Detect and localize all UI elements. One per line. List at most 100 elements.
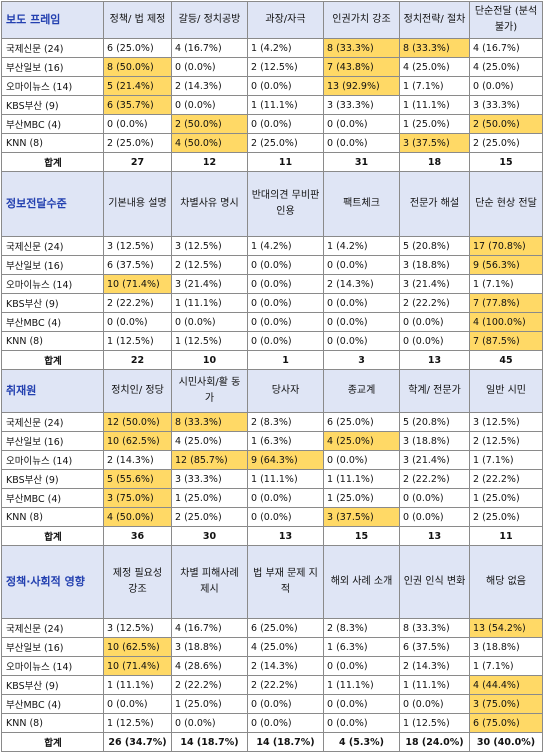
outlet-label: KBS부산 (9) — [1, 95, 104, 115]
value-cell: 1 (4.2%) — [323, 236, 400, 256]
outlet-label: KBS부산 (9) — [1, 675, 104, 695]
value-cell: 0 (0.0%) — [247, 293, 324, 313]
value-cell: 2 (22.2%) — [171, 675, 248, 695]
value-cell: 2 (14.3%) — [247, 656, 324, 676]
value-cell: 0 (0.0%) — [103, 114, 172, 134]
value-cell: 2 (14.3%) — [323, 274, 400, 294]
value-cell: 8 (33.3%) — [323, 38, 400, 58]
value-cell: 0 (0.0%) — [171, 57, 248, 77]
outlet-label: KNN (8) — [1, 507, 104, 527]
value-cell: 1 (11.1%) — [323, 469, 400, 489]
total-row: 합계 36 30 13 15 13 11 — [1, 526, 543, 546]
column-header: 인권가치 강조 — [323, 1, 400, 39]
column-header: 종교계 — [323, 369, 400, 413]
table-row: KBS부산 (9) 2 (22.2%) 1 (11.1%) 0 (0.0%) 0 (0.… — [1, 293, 543, 313]
table-row: 부산MBC (4) 0 (0.0%) 2 (50.0%) 0 (0.0%) 0 (0.0… — [1, 114, 543, 134]
outlet-label: KNN (8) — [1, 133, 104, 153]
value-cell: 1 (7.1%) — [399, 76, 470, 96]
value-cell: 10 (62.5%) — [103, 637, 172, 657]
column-header: 정책/ 법 제정 — [103, 1, 172, 39]
value-cell: 1 (25.0%) — [323, 488, 400, 508]
value-cell: 10 (71.4%) — [103, 274, 172, 294]
table-row: KBS부산 (9) 6 (35.7%) 0 (0.0%) 1 (11.1%) 3 (33… — [1, 95, 543, 115]
value-cell: 2 (14.3%) — [103, 450, 172, 470]
total-cell: 4 (5.3%) — [323, 732, 400, 752]
value-cell: 5 (21.4%) — [103, 76, 172, 96]
value-cell: 0 (0.0%) — [399, 331, 470, 351]
total-row: 합계 22 10 1 3 13 45 — [1, 350, 543, 370]
total-cell: 12 — [171, 152, 248, 172]
total-cell: 15 — [323, 526, 400, 546]
value-cell: 7 (77.8%) — [469, 293, 543, 313]
value-cell: 3 (33.3%) — [469, 95, 543, 115]
value-cell: 1 (6.3%) — [323, 637, 400, 657]
table-row: 부산일보 (16) 10 (62.5%) 4 (25.0%) 1 (6.3%) 4 (2… — [1, 431, 543, 451]
value-cell: 1 (7.1%) — [469, 274, 543, 294]
value-cell: 17 (70.8%) — [469, 236, 543, 256]
outlet-label: 부산MBC (4) — [1, 114, 104, 134]
total-label: 합계 — [1, 350, 104, 370]
value-cell: 3 (21.4%) — [399, 450, 470, 470]
value-cell: 1 (11.1%) — [323, 675, 400, 695]
table-row: KBS부산 (9) 5 (55.6%) 3 (33.3%) 1 (11.1%) 1 (1… — [1, 469, 543, 489]
value-cell: 1 (11.1%) — [103, 675, 172, 695]
value-cell: 2 (14.3%) — [171, 76, 248, 96]
outlet-label: 부산일보 (16) — [1, 57, 104, 77]
total-cell: 11 — [469, 526, 543, 546]
value-cell: 4 (50.0%) — [171, 133, 248, 153]
value-cell: 0 (0.0%) — [323, 312, 400, 332]
table-row: 부산일보 (16) 10 (62.5%) 3 (18.8%) 4 (25.0%) 1 (… — [1, 637, 543, 657]
value-cell: 2 (12.5%) — [171, 255, 248, 275]
value-cell: 2 (8.3%) — [323, 618, 400, 638]
value-cell: 6 (75.0%) — [469, 713, 543, 733]
value-cell: 12 (85.7%) — [171, 450, 248, 470]
value-cell: 8 (50.0%) — [103, 57, 172, 77]
value-cell: 2 (8.3%) — [247, 412, 324, 432]
value-cell: 2 (22.2%) — [247, 675, 324, 695]
total-label: 합계 — [1, 526, 104, 546]
value-cell: 1 (4.2%) — [247, 236, 324, 256]
total-cell: 31 — [323, 152, 400, 172]
total-cell: 30 — [171, 526, 248, 546]
value-cell: 0 (0.0%) — [171, 713, 248, 733]
total-row: 합계 27 12 11 31 18 15 — [1, 152, 543, 172]
value-cell: 0 (0.0%) — [247, 255, 324, 275]
value-cell: 0 (0.0%) — [399, 488, 470, 508]
value-cell: 4 (25.0%) — [171, 431, 248, 451]
column-header: 정치전략/ 절차 — [399, 1, 470, 39]
column-header: 해외 사례 소개 — [323, 545, 400, 619]
section-header-row: 정보전달수준 기본내용 설명 차별사유 명시 반대의견 무비판 인용 팩트체크 전문가 해… — [1, 171, 543, 237]
column-header: 전문가 해설 — [399, 171, 470, 237]
value-cell: 5 (20.8%) — [399, 236, 470, 256]
column-header: 인권 인식 변화 — [399, 545, 470, 619]
column-header: 단순전달 (분석불가) — [469, 1, 543, 39]
value-cell: 3 (75.0%) — [103, 488, 172, 508]
value-cell: 0 (0.0%) — [247, 713, 324, 733]
value-cell: 3 (33.3%) — [171, 469, 248, 489]
value-cell: 2 (12.5%) — [247, 57, 324, 77]
value-cell: 2 (25.0%) — [469, 133, 543, 153]
column-header: 시민사회/활 동가 — [171, 369, 248, 413]
value-cell: 4 (16.7%) — [171, 618, 248, 638]
outlet-label: 부산일보 (16) — [1, 637, 104, 657]
table-row: 부산MBC (4) 3 (75.0%) 1 (25.0%) 0 (0.0%) 1 (25… — [1, 488, 543, 508]
value-cell: 0 (0.0%) — [399, 507, 470, 527]
value-cell: 12 (50.0%) — [103, 412, 172, 432]
section-header-row: 정책·사회적 영향 제정 필요성 강조 차별 피해사례 제시 법 부재 문제 지적 해외… — [1, 545, 543, 619]
value-cell: 1 (4.2%) — [247, 38, 324, 58]
value-cell: 1 (7.1%) — [469, 450, 543, 470]
value-cell: 0 (0.0%) — [323, 293, 400, 313]
value-cell: 0 (0.0%) — [171, 312, 248, 332]
value-cell: 3 (12.5%) — [171, 236, 248, 256]
section-title: 정책·사회적 영향 — [1, 545, 104, 619]
total-cell: 13 — [399, 350, 470, 370]
total-cell: 13 — [399, 526, 470, 546]
value-cell: 0 (0.0%) — [323, 255, 400, 275]
value-cell: 4 (16.7%) — [469, 38, 543, 58]
outlet-label: KBS부산 (9) — [1, 293, 104, 313]
value-cell: 0 (0.0%) — [323, 713, 400, 733]
column-header: 학계/ 전문가 — [399, 369, 470, 413]
value-cell: 3 (33.3%) — [323, 95, 400, 115]
outlet-label: KBS부산 (9) — [1, 469, 104, 489]
value-cell: 4 (25.0%) — [247, 637, 324, 657]
